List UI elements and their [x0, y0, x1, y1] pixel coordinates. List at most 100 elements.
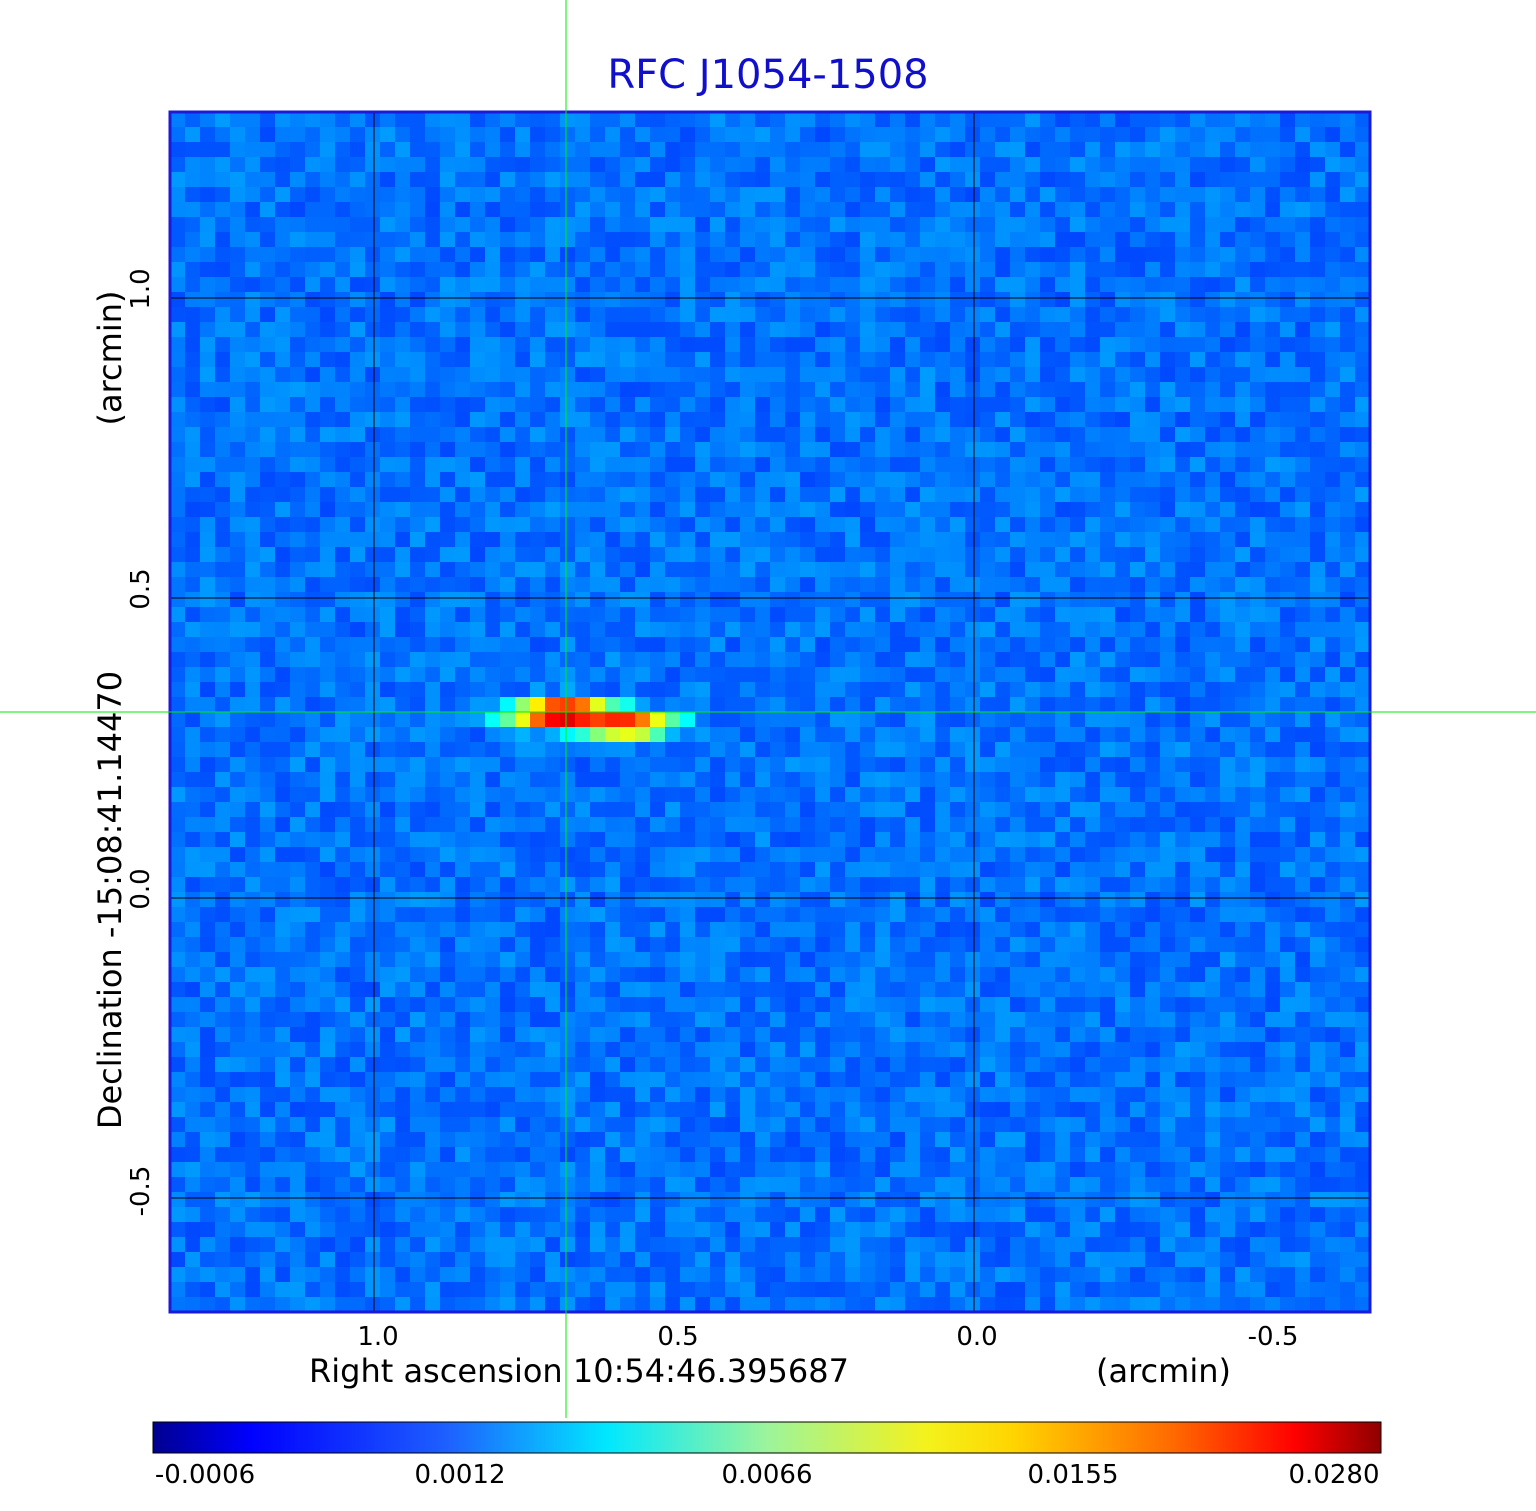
heatmap-cell: [785, 172, 801, 188]
heatmap-cell: [1145, 982, 1161, 998]
heatmap-cell: [170, 547, 186, 563]
heatmap-cell: [920, 697, 936, 713]
heatmap-cell: [1250, 367, 1266, 383]
heatmap-cell: [1265, 712, 1281, 728]
heatmap-cell: [890, 907, 906, 923]
heatmap-cell: [1115, 667, 1131, 683]
heatmap-cell: [185, 952, 201, 968]
heatmap-cell: [665, 682, 681, 698]
heatmap-cell: [1070, 112, 1086, 128]
heatmap-cell: [425, 697, 441, 713]
heatmap-cell: [680, 1042, 696, 1058]
heatmap-cell: [740, 697, 756, 713]
heatmap-cell: [875, 307, 891, 323]
heatmap-cell: [560, 697, 576, 713]
heatmap-cell: [590, 667, 606, 683]
heatmap-cell: [725, 187, 741, 203]
heatmap-cell: [1055, 637, 1071, 653]
heatmap-cell: [470, 622, 486, 638]
heatmap-cell: [710, 202, 726, 218]
heatmap-cell: [995, 847, 1011, 863]
heatmap-cell: [185, 997, 201, 1013]
heatmap-cell: [860, 592, 876, 608]
heatmap-cell: [770, 292, 786, 308]
heatmap-cell: [665, 352, 681, 368]
heatmap-cell: [305, 1027, 321, 1043]
heatmap-cell: [935, 472, 951, 488]
heatmap-cell: [320, 382, 336, 398]
heatmap-cell: [530, 622, 546, 638]
heatmap-cell: [890, 472, 906, 488]
heatmap-cell: [1025, 997, 1041, 1013]
heatmap-cell: [455, 457, 471, 473]
heatmap-cell: [755, 517, 771, 533]
heatmap-cell: [740, 967, 756, 983]
heatmap-cell: [995, 142, 1011, 158]
heatmap-cell: [335, 562, 351, 578]
heatmap-cell: [1040, 817, 1056, 833]
heatmap-cell: [530, 112, 546, 128]
heatmap-cell: [455, 832, 471, 848]
heatmap-cell: [215, 802, 231, 818]
heatmap-cell: [665, 112, 681, 128]
heatmap-cell: [335, 307, 351, 323]
heatmap-cell: [275, 487, 291, 503]
heatmap-cell: [650, 667, 666, 683]
heatmap-cell: [410, 187, 426, 203]
heatmap-cell: [1145, 802, 1161, 818]
heatmap-cell: [815, 1027, 831, 1043]
heatmap-cell: [1295, 637, 1311, 653]
heatmap-cell: [1295, 352, 1311, 368]
heatmap-cell: [1100, 157, 1116, 173]
heatmap-cell: [410, 772, 426, 788]
heatmap-cell: [1025, 337, 1041, 353]
heatmap-cell: [1115, 712, 1131, 728]
heatmap-cell: [1085, 442, 1101, 458]
heatmap-cell: [1145, 127, 1161, 143]
heatmap-cell: [380, 712, 396, 728]
heatmap-cell: [1310, 307, 1326, 323]
heatmap-cell: [800, 712, 816, 728]
heatmap-cell: [455, 322, 471, 338]
heatmap-cell: [365, 727, 381, 743]
heatmap-cell: [815, 442, 831, 458]
heatmap-cell: [770, 847, 786, 863]
heatmap-cell: [605, 127, 621, 143]
heatmap-cell: [1025, 397, 1041, 413]
heatmap-cell: [755, 892, 771, 908]
heatmap-cell: [815, 322, 831, 338]
heatmap-cell: [710, 862, 726, 878]
heatmap-cell: [1115, 337, 1131, 353]
heatmap-cell: [410, 202, 426, 218]
heatmap-cell: [1055, 967, 1071, 983]
heatmap-cell: [1250, 607, 1266, 623]
heatmap-cell: [1355, 832, 1371, 848]
heatmap-cell: [380, 412, 396, 428]
heatmap-cell: [1310, 367, 1326, 383]
heatmap-cell: [1055, 952, 1071, 968]
heatmap-cell: [785, 1027, 801, 1043]
heatmap-cell: [890, 532, 906, 548]
heatmap-cell: [740, 937, 756, 953]
heatmap-cell: [380, 157, 396, 173]
heatmap-cell: [1340, 217, 1356, 233]
heatmap-cell: [1355, 982, 1371, 998]
heatmap-cell: [845, 322, 861, 338]
heatmap-cell: [530, 502, 546, 518]
heatmap-cell: [950, 217, 966, 233]
heatmap-cell: [890, 757, 906, 773]
heatmap-cell: [350, 757, 366, 773]
heatmap-cell: [1085, 757, 1101, 773]
heatmap-cell: [890, 382, 906, 398]
heatmap-cell: [275, 532, 291, 548]
heatmap-cell: [1310, 877, 1326, 893]
heatmap-cell: [770, 457, 786, 473]
heatmap-cell: [1010, 382, 1026, 398]
heatmap-cell: [500, 787, 516, 803]
heatmap-cell: [1160, 1012, 1176, 1028]
heatmap-cell: [170, 682, 186, 698]
heatmap-cell: [755, 487, 771, 503]
heatmap-cell: [215, 262, 231, 278]
heatmap-cell: [680, 952, 696, 968]
heatmap-cell: [950, 487, 966, 503]
